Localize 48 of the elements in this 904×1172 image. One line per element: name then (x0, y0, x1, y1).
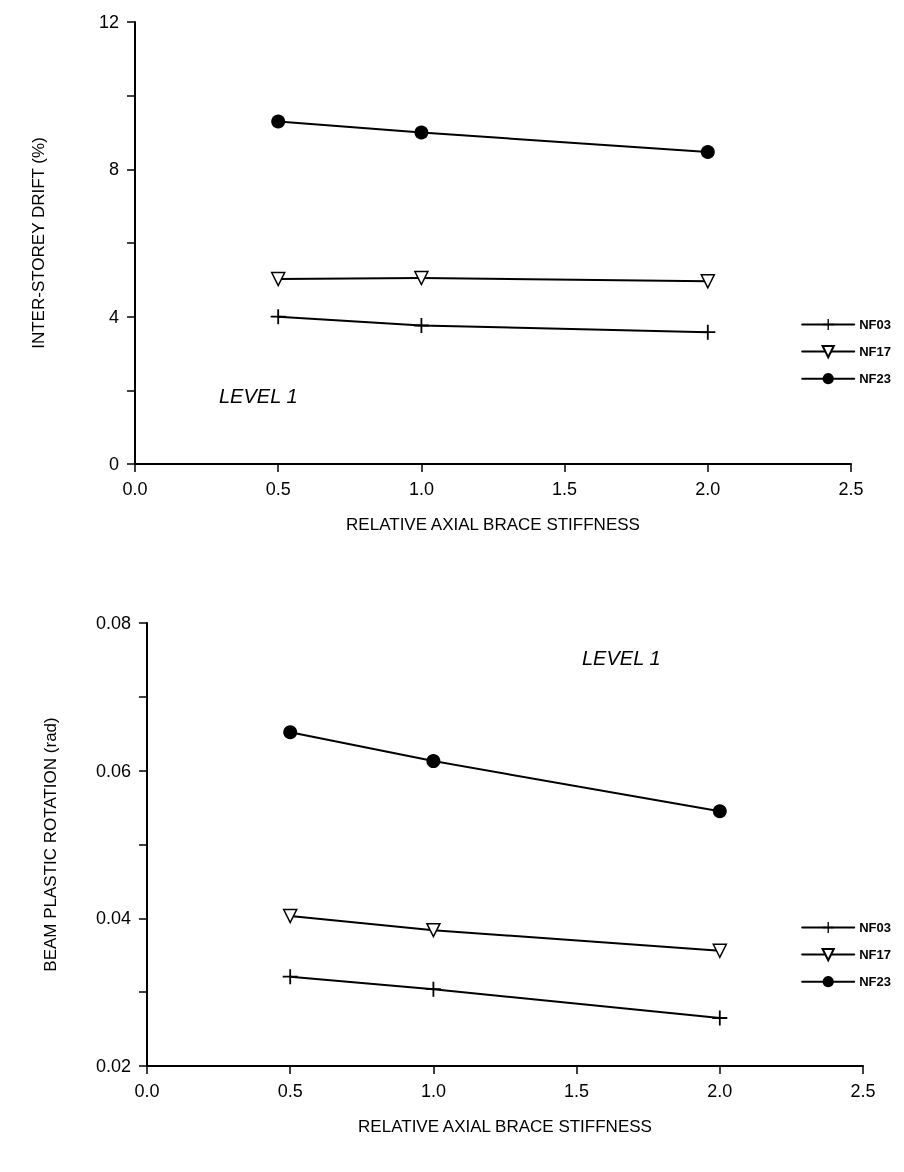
y-tick-label: 8 (108, 159, 119, 180)
x-tick-label: 1.0 (420, 1081, 446, 1101)
point (282, 969, 298, 985)
x-tick-label: 1.5 (552, 479, 578, 499)
annotation: LEVEL 1 (582, 647, 661, 669)
y-tick-label: 12 (98, 12, 119, 32)
y-tick-label: 0.08 (95, 613, 131, 633)
legend-label: NF03 (859, 317, 892, 332)
y-axis-title: BEAM PLASTIC ROTATION (rad) (41, 717, 60, 972)
point (426, 922, 441, 938)
y-tick-label: 0 (108, 454, 119, 474)
point (700, 274, 716, 289)
point (712, 943, 728, 959)
y-tick-label: 0.02 (95, 1056, 131, 1076)
point (271, 114, 286, 129)
x-tick-label: 0.5 (277, 1081, 303, 1101)
point (700, 145, 715, 160)
x-axis-title: RELATIVE AXIAL BRACE STIFFNESS (358, 1117, 652, 1136)
annotation: LEVEL 1 (219, 385, 298, 407)
point (426, 754, 441, 769)
point (270, 309, 286, 325)
legend-label: NF17 (859, 947, 892, 963)
point (712, 804, 727, 819)
legend-label: NF23 (859, 371, 892, 387)
x-tick-label: 0.0 (122, 479, 148, 499)
point (712, 1010, 728, 1026)
x-tick-label: 2.0 (707, 1081, 733, 1101)
x-tick-label: 2.5 (838, 479, 864, 499)
x-axis-title: RELATIVE AXIAL BRACE STIFFNESS (346, 515, 640, 534)
point (700, 324, 716, 340)
point (414, 125, 429, 140)
x-tick-label: 0.0 (134, 1081, 160, 1101)
x-tick-label: 2.5 (850, 1081, 876, 1101)
y-tick-label: 0.06 (95, 760, 131, 781)
x-tick-label: 1.0 (408, 479, 434, 499)
legend-label: NF17 (859, 344, 892, 360)
x-tick-label: 0.5 (265, 479, 291, 499)
x-tick-label: 2.0 (695, 479, 721, 499)
point (282, 908, 298, 924)
point (283, 725, 298, 740)
point (414, 270, 429, 286)
legend-label: NF23 (859, 974, 892, 990)
legend-label: NF03 (859, 920, 892, 935)
point (270, 271, 286, 287)
y-axis-title: INTER-STOREY DRIFT (%) (29, 137, 48, 349)
x-tick-label: 1.5 (564, 1081, 590, 1101)
y-tick-label: 0.04 (95, 908, 131, 929)
y-tick-label: 4 (108, 306, 119, 327)
